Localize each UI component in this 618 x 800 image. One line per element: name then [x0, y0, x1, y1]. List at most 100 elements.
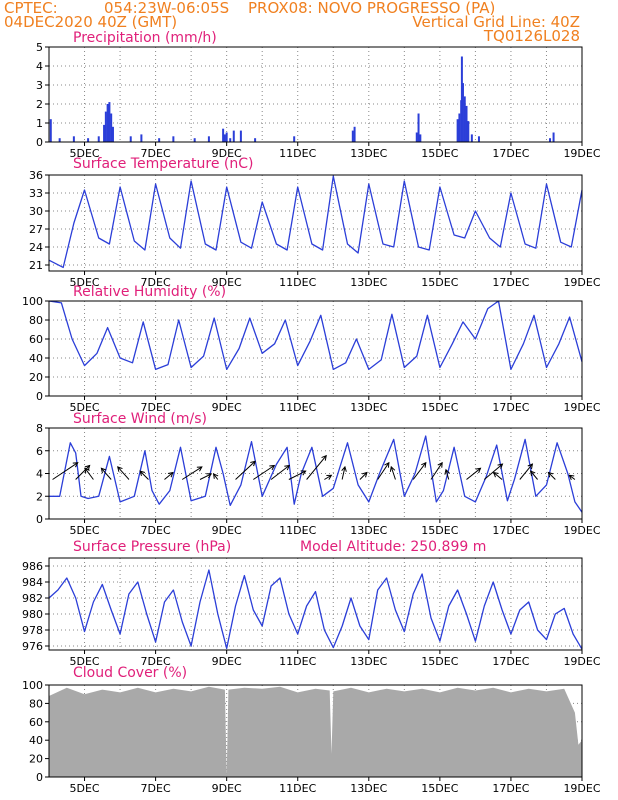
x-tick-label: 7DEC: [141, 147, 171, 160]
precip-bar: [222, 128, 225, 142]
y-tick-label: 4: [36, 468, 43, 481]
y-tick-label: 976: [22, 640, 43, 653]
y-tick-label: 40: [29, 352, 43, 365]
wind-arrow: [52, 462, 79, 480]
wind-arrow: [164, 471, 174, 480]
wind-arrow-head: [568, 474, 575, 481]
y-tick-label: 20: [29, 371, 43, 384]
x-tick-label: 13DEC: [350, 655, 387, 668]
x-tick-label: 11DEC: [279, 524, 316, 537]
wind-arrow-head: [361, 471, 368, 478]
x-tick-label: 5DEC: [69, 147, 99, 160]
header-grid-note: Vertical Grid Line: 40Z: [412, 13, 580, 31]
y-tick-label: 21: [29, 259, 43, 272]
wind-arrow: [359, 471, 368, 480]
y-tick-label: 40: [29, 734, 43, 747]
wind-arrow-shaft: [75, 465, 91, 480]
wind-arrow-head: [300, 470, 307, 476]
wind-arrow-shaft: [117, 466, 130, 480]
y-tick-label: 982: [22, 592, 43, 605]
wind-arrow-head: [212, 473, 219, 479]
wind-arrow-shaft: [377, 462, 390, 480]
series-line-temp: [48, 175, 583, 269]
y-tick-label: 0: [36, 771, 43, 784]
wind-arrow: [199, 473, 213, 480]
header: CPTEC: 054:23W-06:05S PROX08: NOVO PROGR…: [4, 0, 580, 45]
precip-bar: [477, 136, 480, 142]
x-tick-label: 9DEC: [212, 401, 242, 414]
x-tick-label: 15DEC: [421, 401, 458, 414]
x-tick-label: 15DEC: [421, 782, 458, 795]
header-station: PROX08: NOVO PROGRESSO (PA): [248, 0, 495, 17]
wind-arrow: [139, 470, 149, 480]
cloud-cover-area: [49, 686, 582, 777]
x-tick-label: 9DEC: [212, 276, 242, 289]
y-tick-label: 20: [29, 753, 43, 766]
wind-arrow: [212, 473, 219, 480]
series-line-rh: [48, 300, 583, 371]
wind-arrow-shaft: [84, 467, 94, 480]
y-tick-label: 30: [29, 205, 43, 218]
wind-arrow-shaft: [139, 470, 149, 480]
wind-arrow-shaft: [181, 466, 203, 480]
precip-bar: [415, 132, 418, 142]
x-tick-label: 15DEC: [421, 524, 458, 537]
wind-arrow: [84, 467, 94, 480]
x-tick-label: 9DEC: [212, 655, 242, 668]
wind-arrow: [75, 464, 91, 480]
wind-arrow-shaft: [483, 463, 503, 480]
y-tick-label: 0: [36, 390, 43, 403]
series-line-wind: [49, 435, 583, 513]
panel-temp: Surface Temperature (nC) 21 24 27 30 33 36 5DEC…: [29, 156, 601, 289]
wind-arrow-head: [139, 470, 146, 477]
x-tick-label: 11DEC: [279, 147, 316, 160]
wind-arrow: [430, 461, 443, 480]
wind-arrow-shaft: [359, 472, 368, 480]
wind-arrow-head: [84, 464, 91, 471]
panel-frame: [48, 46, 583, 143]
y-tick-label: 60: [29, 716, 43, 729]
wind-arrow: [466, 467, 482, 480]
wind-arrow: [235, 460, 256, 480]
precip-bar: [87, 138, 90, 142]
x-tick-label: 19DEC: [563, 655, 600, 668]
x-tick-label: 17DEC: [492, 276, 529, 289]
x-tick-label: 9DEC: [212, 782, 242, 795]
precip-bar: [104, 111, 107, 142]
wind-arrow-head: [527, 463, 534, 470]
wind-arrow-shaft: [235, 460, 256, 480]
panel-frame: [48, 557, 583, 651]
panel-title-precip: Precipitation (mm/h): [73, 30, 217, 46]
precip-bar: [549, 138, 552, 142]
precip-bar: [49, 119, 52, 142]
x-tick-label: 19DEC: [563, 147, 600, 160]
series-line-pres: [48, 569, 583, 650]
x-tick-label: 15DEC: [421, 276, 458, 289]
grid-wind: [49, 428, 582, 519]
wind-arrow-shaft: [101, 467, 112, 480]
wind-arrow-shaft: [493, 472, 503, 480]
wind-arrow-shaft: [164, 472, 174, 480]
x-tick-label: 13DEC: [350, 276, 387, 289]
wind-arrow-head: [341, 465, 347, 472]
x-tick-label: 5DEC: [69, 655, 99, 668]
wind-arrow-head: [492, 471, 499, 478]
wind-arrow-shaft: [253, 465, 275, 480]
x-tick-label: 7DEC: [141, 655, 171, 668]
precip-bar: [103, 124, 106, 142]
grid-precip: [49, 47, 582, 142]
wind-arrow-shaft: [341, 466, 346, 480]
wind-arrow: [288, 470, 307, 480]
wind-arrow: [377, 461, 390, 480]
grid-temp: [49, 175, 582, 271]
precip-bar: [225, 132, 228, 142]
precip-bar: [140, 134, 143, 142]
wind-arrow-head: [475, 467, 482, 474]
precip-bar: [223, 134, 226, 142]
x-tick-label: 15DEC: [421, 147, 458, 160]
precip-bar: [351, 130, 354, 142]
y-tick-label: 8: [36, 422, 43, 435]
precip-bar: [232, 130, 235, 142]
y-tick-label: 80: [29, 697, 43, 710]
precip-bar: [172, 136, 175, 142]
